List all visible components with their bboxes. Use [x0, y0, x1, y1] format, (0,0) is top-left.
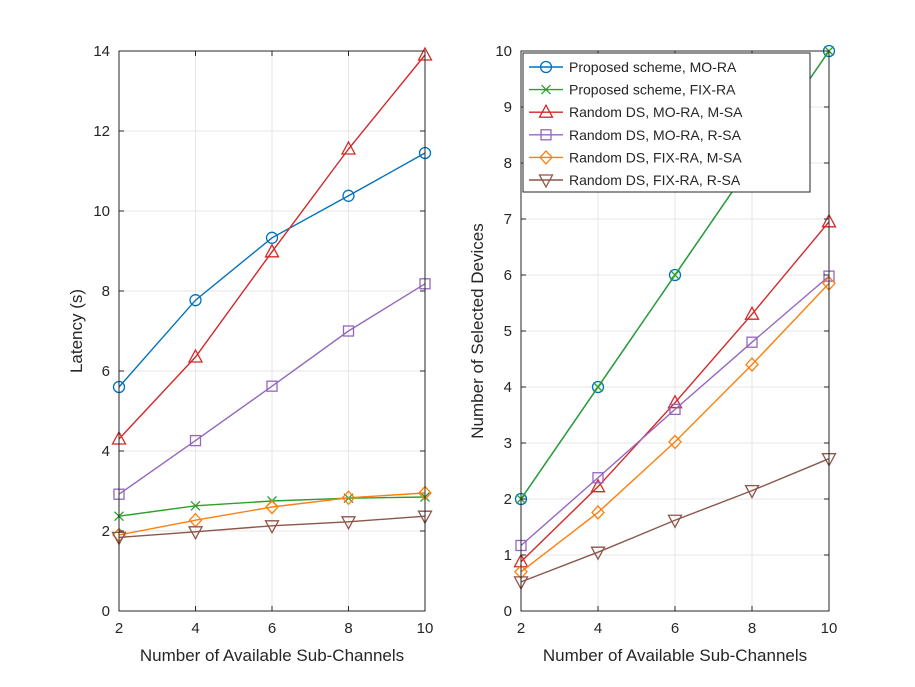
y-tick-label: 4 [504, 379, 512, 396]
x-tick-label: 8 [748, 620, 756, 637]
y-axis-label: Number of Selected Devices [468, 223, 487, 438]
y-tick-label: 10 [495, 43, 512, 60]
y-tick-label: 6 [504, 267, 512, 284]
y-tick-label: 4 [102, 443, 110, 460]
y-tick-label: 5 [504, 323, 512, 340]
series-line [118, 515, 426, 539]
x-tick-label: 2 [115, 620, 123, 637]
data-point [190, 500, 201, 511]
legend-marker [540, 129, 552, 141]
legend-marker [538, 174, 554, 189]
data-point [590, 478, 606, 493]
y-tick-label: 7 [504, 211, 512, 228]
y-tick-label: 1 [504, 547, 512, 564]
x-tick-label: 4 [191, 620, 199, 637]
data-point [668, 434, 682, 450]
series-line [520, 275, 830, 547]
data-point [264, 243, 280, 258]
legend-label: Random DS, MO-RA, M-SA [569, 104, 743, 120]
legend-label: Random DS, MO-RA, R-SA [569, 127, 742, 143]
data-point [189, 294, 202, 307]
series-random-ds-mo-ra-r-sa [113, 278, 431, 500]
data-point [266, 380, 278, 392]
x-axis-label: Number of Available Sub-Channels [543, 646, 807, 665]
y-tick-label: 9 [504, 99, 512, 116]
series-line [118, 283, 426, 495]
legend: Proposed scheme, MO-RA Proposed scheme, F… [522, 52, 811, 193]
data-point [746, 336, 758, 348]
data-point [745, 357, 759, 373]
legend-marker [538, 103, 554, 118]
x-tick-label: 10 [821, 620, 838, 637]
series-line [520, 282, 830, 573]
data-point [593, 382, 603, 392]
legend-marker [539, 60, 553, 74]
data-point [667, 514, 683, 529]
legend-marker [541, 84, 551, 95]
y-tick-label: 6 [102, 363, 110, 380]
data-point [340, 140, 357, 155]
y-tick-label: 0 [504, 603, 512, 620]
selected-devices-chart: 2 4 6 8 10 0 1 2 3 4 5 6 7 8 9 10 Number of Available Su… [468, 43, 837, 665]
y-tick-label: 8 [504, 155, 512, 172]
data-point [670, 270, 680, 280]
data-point [189, 434, 202, 447]
x-tick-label: 2 [517, 620, 525, 637]
series-line [118, 54, 426, 440]
legend-marker [539, 149, 553, 165]
y-axis-label: Latency (s) [67, 289, 86, 373]
x-tick-label: 10 [417, 620, 434, 637]
legend-label: Proposed scheme, FIX-RA [569, 82, 736, 98]
y-tick-label: 0 [102, 603, 110, 620]
series-random-ds-mo-ra-m-sa [111, 46, 433, 445]
legend-item: Random DS, FIX-RA, R-SA [529, 172, 741, 189]
legend-box [522, 52, 811, 193]
legend-label: Random DS, FIX-RA, M-SA [569, 149, 742, 165]
data-point [264, 520, 280, 535]
legend-item: Proposed scheme, MO-RA [529, 59, 737, 75]
data-point [340, 516, 357, 531]
x-tick-label: 8 [344, 620, 352, 637]
data-point [668, 268, 682, 282]
legend-item: Random DS, MO-RA, R-SA [529, 127, 742, 143]
y-tick-label: 8 [102, 283, 110, 300]
legend-item: Proposed scheme, FIX-RA [529, 82, 736, 98]
data-point [744, 484, 760, 499]
y-tick-label: 12 [93, 123, 110, 140]
x-tick-label: 4 [594, 620, 602, 637]
legend-item: Random DS, FIX-RA, M-SA [529, 149, 742, 165]
series-random-ds-fix-ra-r-sa [513, 453, 837, 591]
data-point [342, 325, 355, 337]
data-point [341, 490, 356, 506]
data-point [744, 305, 760, 320]
legend-item: Random DS, MO-RA, M-SA [529, 103, 743, 120]
data-point [590, 546, 606, 561]
y-tick-label: 2 [504, 491, 512, 508]
series-line [118, 492, 426, 536]
data-point [669, 403, 681, 416]
series-line [520, 458, 830, 583]
series-line [520, 221, 830, 563]
series-line [118, 152, 426, 388]
y-tick-label: 10 [93, 203, 110, 220]
x-axis-label: Number of Available Sub-Channels [140, 646, 404, 665]
data-point [667, 394, 683, 409]
data-point [342, 189, 355, 202]
data-point [265, 499, 279, 515]
legend-label: Random DS, FIX-RA, R-SA [569, 172, 741, 188]
y-tick-label: 2 [102, 523, 110, 540]
data-point [187, 526, 204, 541]
x-tick-label: 6 [671, 620, 679, 637]
data-point [591, 380, 605, 394]
legend-label: Proposed scheme, MO-RA [569, 59, 737, 75]
data-point [265, 231, 279, 244]
data-point [187, 348, 204, 363]
y-tick-label: 3 [504, 435, 512, 452]
x-tick-label: 6 [268, 620, 276, 637]
data-point [592, 472, 604, 484]
y-tick-label: 14 [93, 43, 110, 60]
data-point [591, 504, 605, 520]
